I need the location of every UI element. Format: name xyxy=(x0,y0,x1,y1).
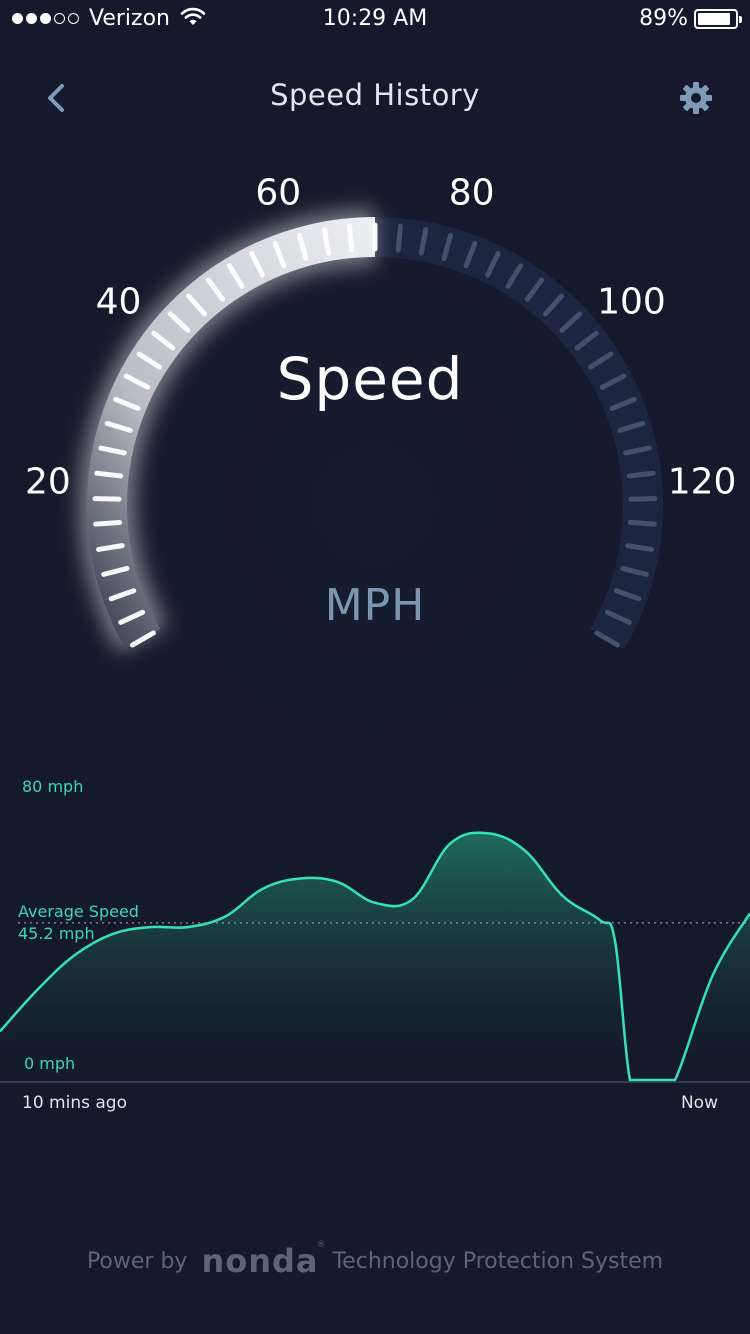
gauge-title: Speed xyxy=(276,345,464,413)
gauge-tick xyxy=(613,588,642,602)
gauge-tick xyxy=(93,519,123,527)
gauge-tick xyxy=(463,240,478,269)
speed-gauge: 20 40 60 80 100 120 xyxy=(25,173,737,770)
gauge-tick xyxy=(627,519,657,527)
average-speed-value: 45.2 mph xyxy=(18,924,95,943)
gauge-tick xyxy=(227,263,245,289)
gauge-scale-label: 120 xyxy=(668,461,737,502)
gauge-tick xyxy=(347,223,355,253)
gauge-tick xyxy=(599,373,627,390)
gauge-tick xyxy=(620,565,649,577)
gear-icon xyxy=(680,82,712,114)
x-end-label: Now xyxy=(681,1093,718,1113)
gauge-tick xyxy=(136,351,162,370)
gauge-tick xyxy=(625,543,654,552)
signal-strength-icon xyxy=(12,13,79,24)
gauge-tick xyxy=(108,588,137,602)
gauge-tick xyxy=(485,251,501,278)
gauge-tick xyxy=(626,470,656,479)
gauge-tick xyxy=(296,232,309,261)
signal-dot xyxy=(68,13,79,24)
status-bar: Verizon 10:29 AM 89% xyxy=(0,0,750,42)
gauge-tick xyxy=(186,293,208,317)
gauge-tick xyxy=(542,293,564,317)
gauge-tick xyxy=(98,445,127,456)
footer-prefix: Power by xyxy=(86,1248,188,1274)
gauge-scale-label: 20 xyxy=(25,461,71,502)
brand-name: nonda xyxy=(201,1242,319,1280)
gauge-tick xyxy=(395,223,403,253)
signal-dot xyxy=(26,13,37,24)
gauge-scale-label: 40 xyxy=(96,281,142,322)
chevron-left-icon xyxy=(48,84,64,112)
gauge-tick xyxy=(205,277,226,302)
gauge-tick xyxy=(101,565,130,577)
gauge-scale-label: 100 xyxy=(597,281,666,322)
gauge-tick xyxy=(604,609,632,625)
gauge-tick xyxy=(130,630,156,648)
battery-percentage: 89% xyxy=(639,6,688,31)
y-max-label: 80 mph xyxy=(22,777,83,796)
gauge-scale-label: 80 xyxy=(449,173,495,214)
gauge-tick xyxy=(321,227,332,256)
carrier-name: Verizon xyxy=(89,6,170,31)
signal-dot xyxy=(40,13,51,24)
status-bar-right: 89% xyxy=(639,6,742,31)
signal-dot xyxy=(54,13,65,24)
gauge-tick xyxy=(167,311,191,333)
gauge-tick xyxy=(623,445,652,456)
gauge-tick xyxy=(628,496,658,502)
speed-line xyxy=(0,831,750,1082)
gauge-tick xyxy=(594,630,620,648)
gauge-tick xyxy=(151,330,176,351)
gauge-tick xyxy=(92,496,122,502)
gauge-unit: MPH xyxy=(324,580,426,631)
gauge-tick xyxy=(609,396,637,411)
gauge-tick xyxy=(505,263,523,289)
gauge-tick xyxy=(94,470,124,479)
gauge-tick xyxy=(559,311,583,333)
status-bar-left: Verizon xyxy=(12,6,206,31)
y-min-label: 0 mph xyxy=(24,1054,75,1073)
gauge-dial-background xyxy=(79,209,671,770)
battery-icon xyxy=(694,8,742,29)
speed-history-chart: 80 mph 0 mph Average Speed 45.2 mph 10 mins … xyxy=(0,777,750,1113)
gauge-scale-label: 60 xyxy=(255,173,301,214)
back-button[interactable] xyxy=(34,76,78,120)
gauge-tick xyxy=(418,227,429,256)
page-title: Speed History xyxy=(270,78,480,112)
wifi-icon xyxy=(180,7,206,31)
gauge-tick xyxy=(272,240,287,269)
gauge-tick xyxy=(123,373,151,390)
gauge-tick xyxy=(617,420,646,433)
brand-registered-mark: ® xyxy=(316,1240,327,1250)
settings-button[interactable] xyxy=(674,76,718,120)
footer: Power by nonda ® Technology Protection Sy… xyxy=(0,1240,750,1280)
brand-logo: nonda ® xyxy=(201,1240,325,1280)
gauge-tick xyxy=(588,351,614,370)
gauge-active-arc xyxy=(87,217,376,649)
gauge-tick xyxy=(96,543,125,552)
gauge-tick xyxy=(104,420,133,433)
x-start-label: 10 mins ago xyxy=(22,1093,127,1113)
gauge-tick xyxy=(113,396,141,411)
gauge-tick xyxy=(249,251,265,278)
signal-dot xyxy=(12,13,23,24)
gauge-tick xyxy=(524,277,545,302)
gauge-tick xyxy=(441,232,454,261)
speed-area-fill xyxy=(0,832,750,1080)
gauge-tick xyxy=(118,609,146,625)
gauge-tick xyxy=(574,330,599,351)
average-speed-label: Average Speed xyxy=(18,902,139,921)
footer-suffix: Technology Protection System xyxy=(332,1248,664,1274)
